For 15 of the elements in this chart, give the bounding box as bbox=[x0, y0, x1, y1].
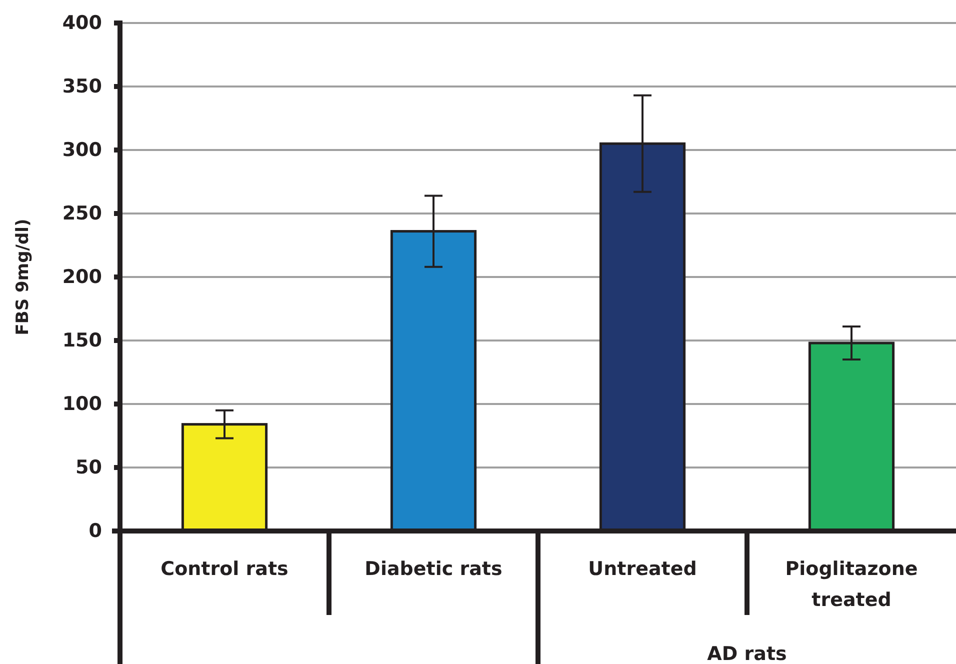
x-tick-label: Untreated bbox=[588, 558, 697, 580]
y-tick-label: 400 bbox=[62, 12, 102, 34]
y-axis-title: FBS 9mg/dl) bbox=[13, 218, 33, 336]
y-tick-label: 150 bbox=[62, 330, 102, 352]
x-tick-label: Diabetic rats bbox=[364, 558, 502, 580]
y-tick-label: 0 bbox=[88, 520, 102, 542]
text: AD rats bbox=[707, 643, 787, 664]
y-tick-label: 300 bbox=[62, 139, 102, 162]
x-tick-label: Pioglitazone treated bbox=[785, 558, 918, 611]
x-tick-label: Control rats bbox=[160, 558, 288, 580]
y-tick-label: 250 bbox=[62, 202, 102, 225]
y-tick-label: 200 bbox=[62, 266, 102, 288]
y-tick-label: 350 bbox=[62, 76, 102, 98]
y-tick-label: 50 bbox=[76, 456, 102, 479]
y-tick-label: 100 bbox=[62, 393, 102, 416]
